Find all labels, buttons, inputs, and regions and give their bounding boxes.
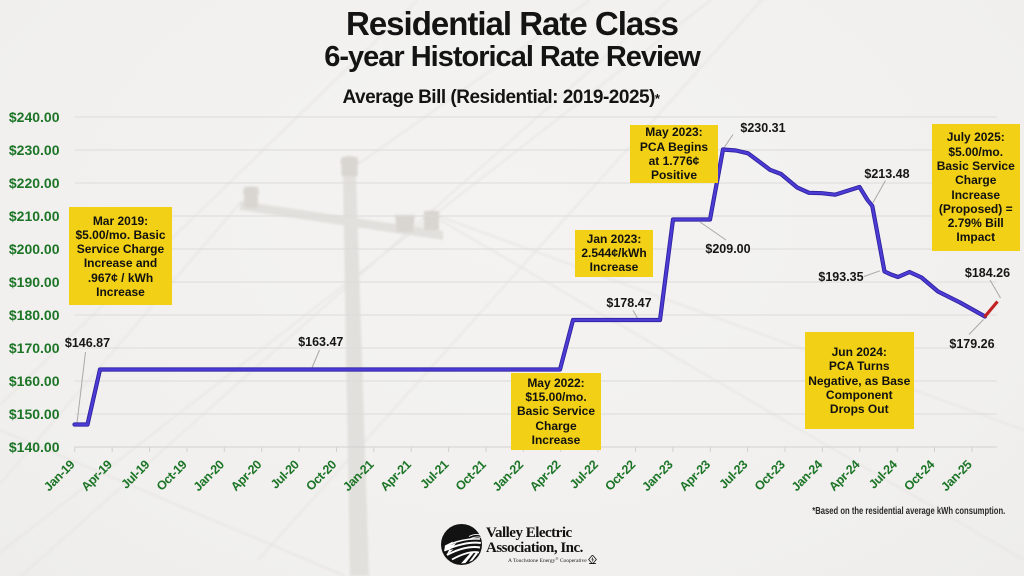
svg-text:Jul-20: Jul-20: [268, 457, 302, 491]
svg-text:Apr-23: Apr-23: [677, 457, 714, 494]
svg-text:Jan-19: Jan-19: [41, 457, 78, 494]
svg-text:Oct-23: Oct-23: [752, 457, 788, 493]
svg-text:Jul-19: Jul-19: [118, 457, 152, 491]
svg-text:Apr-20: Apr-20: [228, 457, 265, 494]
svg-text:Apr-24: Apr-24: [826, 457, 863, 494]
svg-text:Jul-24: Jul-24: [866, 457, 900, 491]
svg-text:Oct-21: Oct-21: [453, 457, 489, 493]
svg-text:Jan-23: Jan-23: [639, 457, 676, 494]
svg-text:Jul-23: Jul-23: [716, 457, 750, 491]
svg-text:$190.00: $190.00: [9, 274, 60, 290]
svg-text:Oct-19: Oct-19: [154, 457, 190, 493]
svg-text:$240.00: $240.00: [9, 109, 60, 125]
svg-text:Jan-22: Jan-22: [490, 457, 527, 494]
svg-text:Oct-22: Oct-22: [602, 457, 638, 493]
svg-text:Jan-24: Jan-24: [789, 457, 826, 494]
svg-text:$230.00: $230.00: [9, 142, 60, 158]
svg-text:$140.00: $140.00: [9, 439, 60, 455]
svg-text:Jan-25: Jan-25: [938, 457, 975, 494]
svg-text:$200.00: $200.00: [9, 241, 60, 257]
svg-text:$170.00: $170.00: [9, 340, 60, 356]
svg-text:$180.00: $180.00: [9, 307, 60, 323]
svg-text:Jul-21: Jul-21: [417, 457, 451, 491]
svg-text:Apr-21: Apr-21: [378, 457, 415, 494]
svg-text:$210.00: $210.00: [9, 208, 60, 224]
svg-text:$160.00: $160.00: [9, 373, 60, 389]
svg-text:$150.00: $150.00: [9, 406, 60, 422]
svg-text:Jan-20: Jan-20: [191, 457, 228, 494]
svg-text:Jul-22: Jul-22: [567, 457, 601, 491]
svg-text:$220.00: $220.00: [9, 175, 60, 191]
svg-text:Apr-22: Apr-22: [527, 457, 564, 494]
svg-text:Oct-24: Oct-24: [901, 457, 937, 493]
